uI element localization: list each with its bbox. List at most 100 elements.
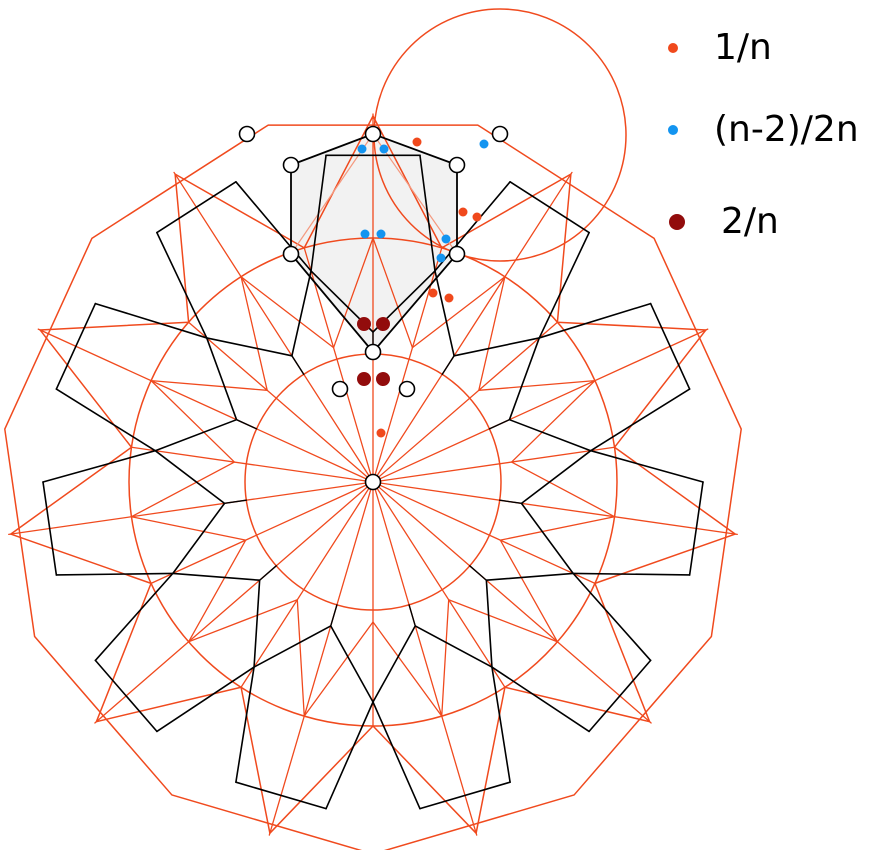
spike-edge	[223, 499, 248, 505]
radial-spoke	[372, 481, 478, 836]
inner-edge	[434, 270, 455, 357]
outer-edge	[419, 781, 511, 810]
blue-angle-marker	[376, 229, 386, 239]
highlighted-tile	[291, 134, 457, 352]
legend-label-one-over-n: 1/n	[714, 27, 772, 68]
construction-node	[282, 245, 300, 263]
construction-node	[448, 245, 466, 263]
orange-angle-marker	[458, 207, 468, 217]
outer-edge	[688, 481, 704, 576]
orange-angle-marker	[444, 293, 454, 303]
radial-spoke	[268, 481, 374, 836]
outer-edge	[94, 659, 158, 733]
spike-edge	[258, 565, 277, 581]
radial-spoke	[372, 446, 616, 483]
pattern-lines	[42, 133, 704, 810]
inner-edge	[485, 579, 493, 668]
blue-dot-icon	[668, 125, 678, 135]
blue-angle-marker	[379, 144, 389, 154]
kite-edge	[372, 701, 421, 810]
construction-node	[491, 125, 509, 143]
construction-node	[282, 156, 300, 174]
inner-edge	[520, 502, 574, 575]
radial-spoke	[94, 481, 374, 724]
darkred-angle-marker	[376, 372, 390, 386]
outer-edge	[235, 781, 327, 810]
spike-edge	[488, 418, 511, 430]
darkred-angle-marker	[376, 317, 390, 331]
darkred-angle-marker	[357, 317, 371, 331]
kite-edge	[325, 701, 374, 810]
inner-edge	[291, 270, 312, 357]
orange-angle-marker	[472, 212, 482, 222]
inner-edge	[154, 449, 226, 505]
kite-edge	[538, 302, 652, 339]
construction-node	[364, 125, 382, 143]
inner-edge	[485, 572, 574, 582]
tile-diagonal	[290, 133, 374, 255]
radial-spoke	[8, 481, 374, 536]
inner-star	[130, 237, 616, 717]
kite-edge	[94, 572, 174, 662]
inner-edge	[414, 625, 493, 668]
radial-spoke	[37, 328, 374, 483]
spike-edge	[291, 355, 305, 376]
spike-edge	[441, 355, 455, 376]
radial-spoke	[372, 171, 573, 483]
kite-edge	[589, 388, 691, 452]
inner-edge	[205, 337, 293, 357]
outer-edge	[156, 181, 237, 234]
kite-edge	[55, 572, 174, 576]
outer-edge	[42, 481, 58, 576]
construction-lines	[4, 8, 742, 850]
kite-edge	[419, 154, 436, 272]
kite-edge	[235, 666, 255, 783]
outer-edge	[588, 659, 652, 733]
inner-edge	[453, 337, 541, 357]
kite-edge	[434, 181, 511, 272]
construction-node	[238, 125, 256, 143]
kite-edge	[42, 449, 157, 483]
construction-node	[331, 380, 349, 398]
construction-node	[398, 380, 416, 398]
kite-edge	[156, 231, 208, 339]
radial-spoke	[173, 171, 374, 483]
legend-label-n-minus-two-over-two-n: (n-2)/2n	[714, 109, 859, 150]
outer-edge	[649, 302, 691, 390]
construction-node	[448, 156, 466, 174]
outer-polygon	[4, 124, 742, 850]
kite-edge	[572, 572, 691, 576]
outer-edge	[55, 302, 97, 390]
blue-angle-marker	[436, 253, 446, 263]
legend-item-two-over-n: 2/n	[669, 204, 779, 240]
radial-spoke	[372, 481, 506, 688]
radial-spoke	[303, 247, 374, 483]
kite-edge	[94, 302, 208, 339]
legend-item-n-minus-two-over-two-n: (n-2)/2n	[668, 112, 859, 148]
kite-edge	[491, 666, 590, 733]
blue-angle-marker	[357, 144, 367, 154]
radial-spoke	[372, 247, 443, 483]
kite-edge	[538, 231, 590, 339]
construction-node	[364, 473, 382, 491]
radial-spoke	[372, 481, 652, 724]
radial-spoke	[372, 328, 709, 483]
kite-edge	[491, 666, 511, 783]
darkred-angle-marker	[357, 372, 371, 386]
inner-edge	[253, 625, 332, 668]
kite-edge	[55, 388, 157, 452]
radial-spoke	[240, 481, 374, 688]
orange-angle-marker	[376, 428, 386, 438]
spike-edge	[235, 418, 258, 430]
radial-spoke	[372, 481, 596, 585]
kite-edge	[156, 666, 255, 733]
orange-angle-marker	[412, 137, 422, 147]
darkred-dot-icon	[669, 214, 685, 230]
orange-angle-marker	[428, 288, 438, 298]
inner-edge	[172, 572, 261, 582]
angle-markers	[357, 137, 489, 438]
kite-edge	[572, 572, 652, 662]
inner-edge	[372, 625, 417, 703]
inner-edge	[253, 579, 261, 668]
blue-angle-marker	[360, 229, 370, 239]
